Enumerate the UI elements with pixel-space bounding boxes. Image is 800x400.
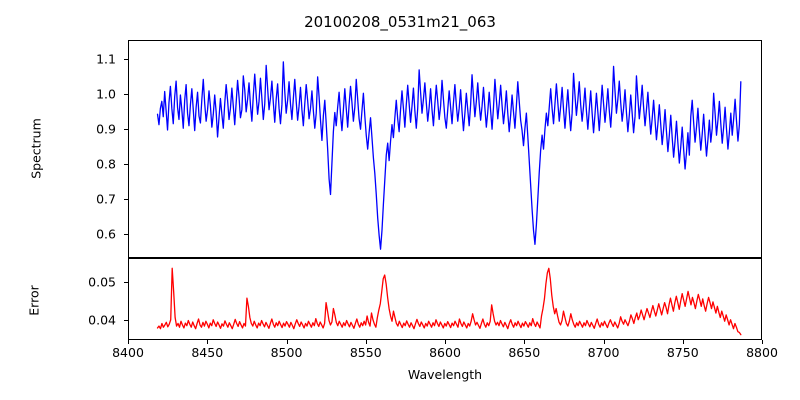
xtick-mark bbox=[682, 340, 684, 344]
xtick-mark bbox=[445, 340, 447, 344]
ytick-label-error: 0.04 bbox=[88, 312, 116, 327]
error-line bbox=[156, 267, 742, 336]
y-axis-label-error: Error bbox=[26, 285, 42, 316]
xtick-label: 8500 bbox=[270, 345, 303, 360]
ytick-mark-spectrum bbox=[124, 59, 128, 61]
xtick-mark bbox=[286, 340, 288, 344]
xtick-mark bbox=[128, 340, 130, 344]
xtick-mark bbox=[365, 340, 367, 344]
page-title: 20100208_0531m21_063 bbox=[304, 13, 496, 31]
xtick-mark bbox=[762, 340, 764, 344]
ytick-label-spectrum: 0.9 bbox=[96, 121, 116, 137]
xtick-label: 8600 bbox=[429, 345, 461, 360]
ytick-label-spectrum: 0.6 bbox=[96, 226, 116, 242]
xtick-label: 8450 bbox=[191, 345, 224, 360]
xtick-mark bbox=[207, 340, 209, 344]
x-axis-label: Wavelength bbox=[407, 367, 483, 382]
ytick-label-spectrum: 0.7 bbox=[96, 191, 116, 207]
spectrum-series bbox=[156, 61, 742, 250]
ytick-label-spectrum: 1.1 bbox=[96, 51, 116, 67]
ytick-label-spectrum: 0.8 bbox=[96, 156, 116, 172]
spectrum-panel bbox=[128, 40, 762, 258]
ytick-mark-spectrum bbox=[124, 94, 128, 96]
ytick-mark-spectrum bbox=[124, 198, 128, 200]
ytick-mark-spectrum bbox=[124, 233, 128, 235]
xtick-label: 8550 bbox=[349, 345, 382, 360]
xtick-mark bbox=[603, 340, 605, 344]
xtick-label: 8400 bbox=[112, 345, 144, 360]
spectrum-line bbox=[156, 61, 742, 250]
xtick-label: 8700 bbox=[587, 345, 620, 360]
ytick-label-error: 0.05 bbox=[88, 274, 116, 290]
ytick-mark-spectrum bbox=[124, 163, 128, 165]
ytick-mark-error bbox=[124, 319, 128, 321]
error-panel bbox=[128, 258, 762, 340]
error-series bbox=[156, 267, 742, 336]
xtick-label: 8650 bbox=[508, 345, 541, 360]
xtick-mark bbox=[524, 340, 526, 344]
ytick-mark-spectrum bbox=[124, 128, 128, 131]
xtick-label: 8800 bbox=[746, 345, 778, 360]
ytick-mark-error bbox=[124, 282, 128, 284]
xtick-label: 8750 bbox=[666, 345, 699, 360]
ytick-label-spectrum: 1.0 bbox=[96, 86, 116, 102]
y-axis-label-spectrum: Spectrum bbox=[28, 118, 44, 179]
